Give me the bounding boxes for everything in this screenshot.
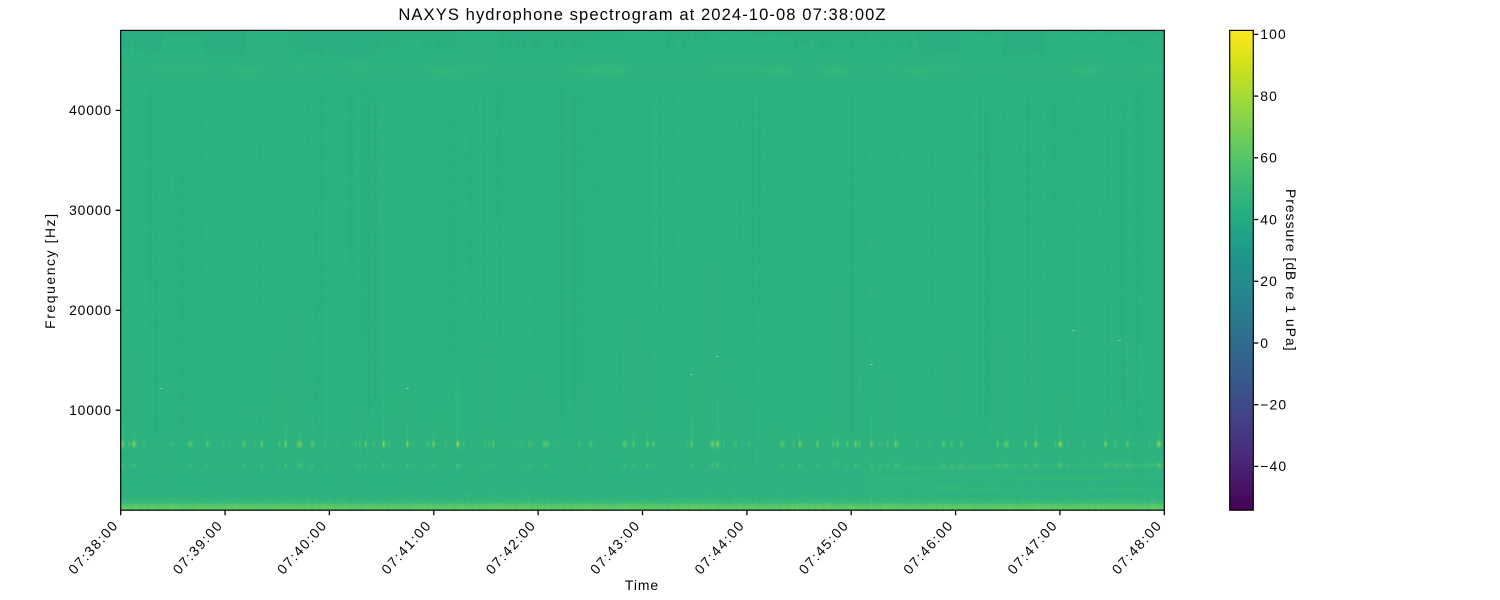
svg-text:07:48:00: 07:48:00 bbox=[1108, 517, 1165, 577]
svg-text:20000: 20000 bbox=[69, 302, 112, 318]
svg-text:07:41:00: 07:41:00 bbox=[378, 517, 435, 577]
svg-text:07:44:00: 07:44:00 bbox=[691, 517, 748, 577]
svg-text:20: 20 bbox=[1260, 273, 1278, 289]
svg-text:07:38:00: 07:38:00 bbox=[65, 517, 122, 577]
svg-text:07:39:00: 07:39:00 bbox=[169, 517, 226, 577]
svg-text:07:42:00: 07:42:00 bbox=[482, 517, 539, 577]
svg-text:0: 0 bbox=[1260, 335, 1269, 351]
svg-text:40000: 40000 bbox=[69, 102, 112, 118]
svg-text:Time: Time bbox=[625, 577, 659, 593]
svg-text:10000: 10000 bbox=[69, 402, 112, 418]
svg-text:NAXYS hydrophone spectrogram a: NAXYS hydrophone spectrogram at 2024-10-… bbox=[398, 5, 886, 24]
svg-text:07:47:00: 07:47:00 bbox=[1004, 517, 1061, 577]
svg-text:100: 100 bbox=[1260, 26, 1287, 42]
svg-text:60: 60 bbox=[1260, 150, 1278, 166]
svg-text:07:45:00: 07:45:00 bbox=[795, 517, 852, 577]
svg-text:30000: 30000 bbox=[69, 202, 112, 218]
svg-text:80: 80 bbox=[1260, 88, 1278, 104]
svg-text:Pressure [dB re 1 uPa]: Pressure [dB re 1 uPa] bbox=[1283, 189, 1299, 352]
svg-text:07:43:00: 07:43:00 bbox=[587, 517, 644, 577]
svg-text:07:46:00: 07:46:00 bbox=[900, 517, 957, 577]
svg-text:−40: −40 bbox=[1260, 458, 1287, 474]
svg-text:−20: −20 bbox=[1260, 397, 1287, 413]
svg-text:40: 40 bbox=[1260, 211, 1278, 227]
svg-text:Frequency [Hz]: Frequency [Hz] bbox=[42, 212, 58, 329]
svg-text:07:40:00: 07:40:00 bbox=[274, 517, 331, 577]
